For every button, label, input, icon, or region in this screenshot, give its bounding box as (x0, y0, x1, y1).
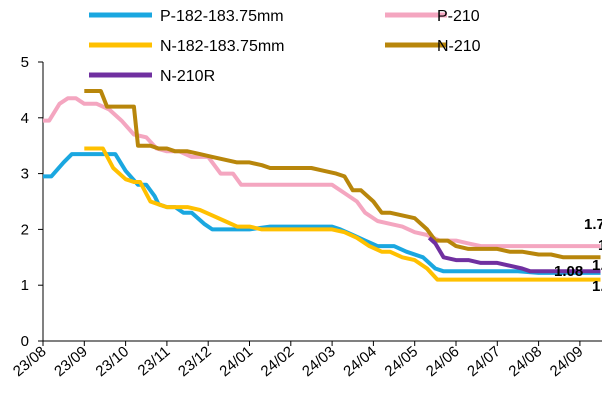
x-tick-label: 24/01 (216, 343, 256, 380)
data-labels: 1.7 1.5 1.25 1.22 1.08 (554, 216, 602, 295)
y-tick-label: 5 (21, 54, 29, 71)
data-label: 1.7 (584, 216, 602, 233)
series-line-p-182-183-75mm (43, 152, 601, 275)
x-tick-label: 23/09 (51, 343, 91, 380)
series-line-n-182-183-75mm (84, 146, 601, 282)
y-tick-label: 0 (21, 333, 29, 350)
data-label: 1.22 (592, 278, 602, 295)
x-tick-label: 24/07 (464, 343, 504, 380)
x-tick-label: 24/06 (423, 343, 463, 380)
series-line-n-210r (427, 236, 601, 274)
legend-label: P-182-183.75mm (160, 8, 284, 25)
y-tick-label: 1 (21, 277, 29, 294)
x-tick-label: 24/04 (340, 343, 380, 380)
series-line-n-210 (84, 89, 601, 260)
x-tick-label: 24/03 (299, 343, 339, 380)
x-tick-label: 23/12 (175, 343, 215, 380)
x-tick-label: 23/11 (135, 343, 174, 379)
x-tick-label: 24/05 (382, 343, 422, 380)
data-label: 1.08 (554, 263, 583, 280)
legend: P-182-183.75mm P-210 N-182-183.75mm N-210 N-… (89, 8, 481, 85)
x-tick-label: 24/02 (258, 343, 298, 380)
x-tick-label: 23/08 (10, 343, 50, 380)
series-layer (43, 89, 601, 282)
x-tick-label: 24/08 (505, 343, 545, 380)
legend-label: P-210 (437, 8, 480, 25)
x-tick-label: 24/09 (547, 343, 587, 380)
y-tick-label: 3 (21, 166, 29, 183)
legend-label: N-182-183.75mm (160, 38, 285, 55)
legend-label: N-210R (160, 68, 215, 85)
y-tick-label: 2 (21, 221, 29, 238)
data-label: 1.25 (592, 257, 602, 274)
legend-label: N-210 (437, 38, 481, 55)
x-tick-label: 23/10 (92, 343, 132, 380)
y-tick-label: 4 (21, 110, 29, 127)
data-label: 1.5 (598, 237, 602, 254)
